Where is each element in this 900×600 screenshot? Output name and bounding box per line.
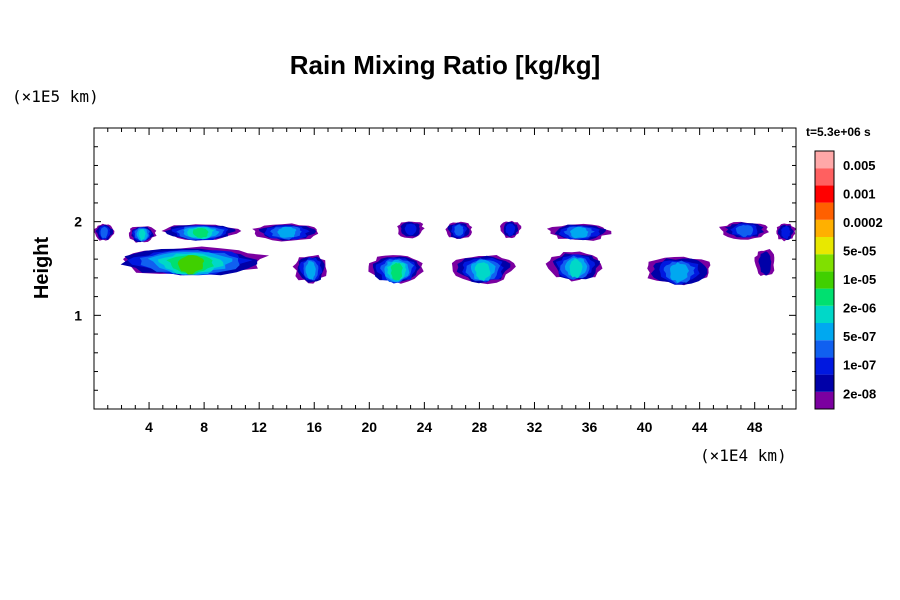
y-tick-label: 2 (74, 214, 82, 230)
colorbar-level-label: 5e-05 (843, 244, 876, 259)
x-tick-label: 20 (362, 419, 378, 435)
contour-level-lower (305, 260, 316, 280)
y-tick-label: 1 (74, 307, 82, 323)
colorbar-swatch (815, 391, 834, 409)
colorbar-swatch (815, 202, 834, 220)
contour-level-upper (569, 226, 589, 239)
colorbar-swatch (815, 168, 834, 186)
contour-level-upper (505, 223, 516, 237)
colorbar-level-label: 2e-06 (843, 301, 876, 316)
contour-level-lower (474, 262, 491, 282)
contour-level-upper (138, 229, 146, 241)
colorbar-swatch (815, 271, 834, 289)
x-tick-label: 44 (692, 419, 708, 435)
colorbar-level-label: 0.0002 (843, 215, 883, 230)
x-tick-label: 4 (145, 419, 153, 435)
x-tick-label: 36 (582, 419, 598, 435)
x-tick-label: 24 (417, 419, 433, 435)
contour-level-upper (454, 224, 464, 236)
x-tick-label: 40 (637, 419, 653, 435)
x-tick-label: 16 (306, 419, 322, 435)
colorbar-frame (814, 150, 835, 410)
contour-level-lower (758, 251, 772, 276)
contour-level-upper (277, 226, 297, 238)
colorbar: 2e-08 1e-07 5e-07 2e-06 1e-05 5e-05 0.0002 0.00… (814, 150, 883, 410)
contour-level-lower (670, 262, 689, 283)
colorbar-level-label: 1e-07 (843, 358, 876, 373)
x-tick-label: 8 (200, 419, 208, 435)
colorbar-swatch (815, 323, 834, 341)
y-unit-label: (×1E5 km) (12, 87, 99, 106)
contour-level-lower (569, 258, 583, 278)
colorbar-swatch (815, 151, 834, 169)
colorbar-swatch (815, 374, 834, 392)
colorbar-level-label: 5e-07 (843, 329, 876, 344)
chart-title: Rain Mixing Ratio [kg/kg] (290, 50, 601, 80)
colorbar-level-label: 1e-05 (843, 272, 876, 287)
colorbar-swatch (815, 305, 834, 323)
contour-level-upper (735, 224, 754, 237)
contour-field (94, 220, 796, 286)
contour-level-lower (390, 262, 403, 281)
colorbar-swatch (815, 288, 834, 306)
x-tick-label: 28 (472, 419, 488, 435)
contour-level-upper (100, 226, 108, 239)
contour-level-lower (177, 255, 205, 275)
x-unit-label: (×1E4 km) (700, 446, 787, 465)
colorbar-swatch (815, 357, 834, 375)
colorbar-level-label: 2e-08 (843, 387, 876, 402)
colorbar-swatch (815, 254, 834, 272)
x-tick-label: 32 (527, 419, 543, 435)
colorbar-level-label: 0.001 (843, 187, 876, 202)
x-tick-label: 12 (251, 419, 267, 435)
colorbar-swatch (815, 237, 834, 255)
colorbar-swatch (815, 340, 834, 358)
y-axis-label: Height (31, 237, 53, 300)
plot-frame (93, 127, 797, 410)
colorbar-time-label: t=5.3e+06 s (806, 125, 871, 139)
colorbar-level-label: 0.005 (843, 158, 876, 173)
contour-level-upper (781, 225, 791, 239)
colorbar-swatch (815, 219, 834, 237)
x-tick-label: 48 (747, 419, 763, 435)
colorbar-swatch (815, 185, 834, 203)
contour-level-upper (404, 223, 417, 236)
contour-level-upper (192, 228, 209, 238)
